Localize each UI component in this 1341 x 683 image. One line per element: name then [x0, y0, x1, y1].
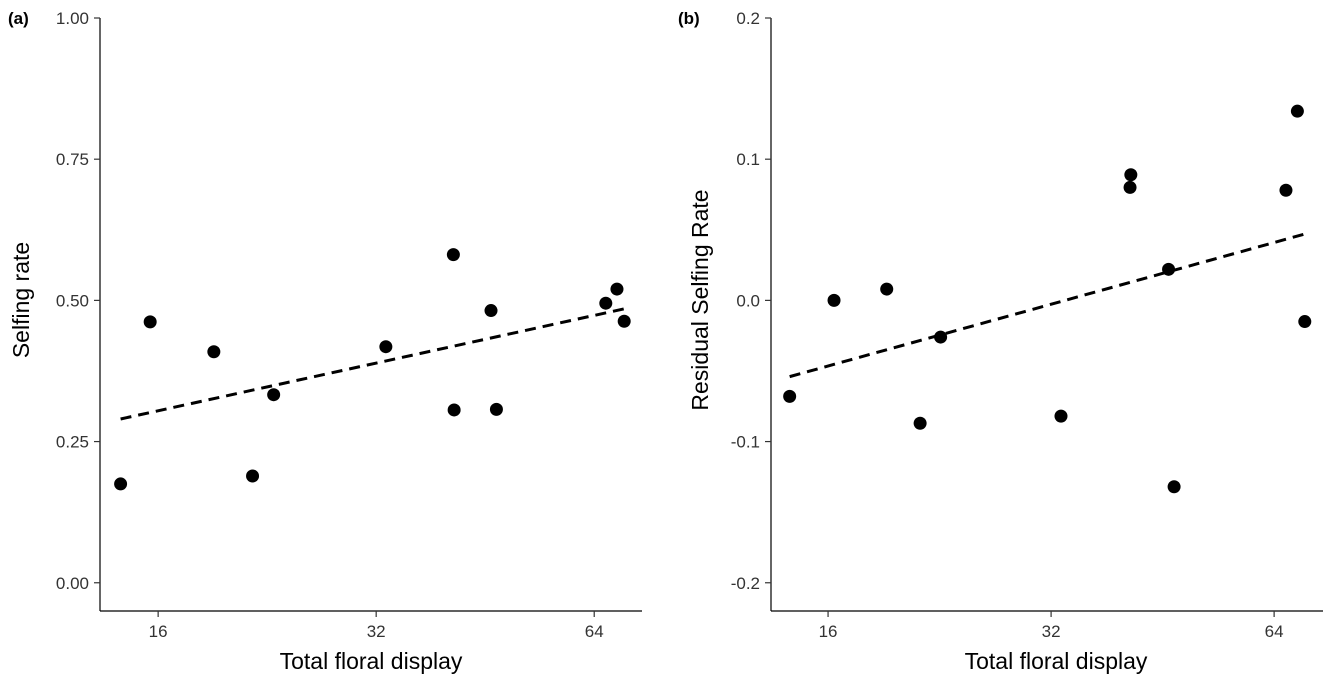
panel-b-data-point [1298, 315, 1312, 329]
panel-b: (b) -0.2 -0.1 0.0 0.1 0.2 16 32 64 Total floral… [678, 9, 1323, 674]
panel-a-x-axis-title: Total floral display [280, 648, 463, 674]
panel-a-y-tick-label: 0.00 [56, 574, 89, 593]
panel-b-data-point [1123, 180, 1137, 194]
panel-b-data-point [913, 416, 927, 430]
panel-b-data-point [1162, 262, 1176, 276]
panel-a-x-tick-label: 16 [149, 622, 168, 641]
panel-a-y-tick-label: 1.00 [56, 9, 89, 28]
panel-a-x-tick-label: 32 [367, 622, 386, 641]
panel-b-data-point [1290, 104, 1304, 118]
panel-b-x-tick-label: 64 [1265, 622, 1284, 641]
panel-b-data-point [783, 389, 797, 403]
panel-b-x-axis-title: Total floral display [965, 648, 1148, 674]
panel-a-y-axis-title: Selfing rate [8, 242, 34, 358]
panel-b-data-point [880, 282, 894, 296]
panel-b-y-tick-label: 0.1 [736, 150, 760, 169]
panel-a-data-point [617, 314, 631, 328]
panel-a-data-point [484, 304, 498, 318]
panel-a-data-point [143, 315, 157, 329]
panel-b-data-point [1167, 480, 1181, 494]
panel-b-data-point [827, 293, 841, 307]
panel-a-data-point [246, 469, 260, 483]
panel-b-plot-area: -0.2 -0.1 0.0 0.1 0.2 16 32 64 [731, 9, 1323, 641]
panel-b-y-tick-label: 0.2 [736, 9, 760, 28]
panel-b-data-point [1124, 168, 1138, 182]
panel-a-data-point [489, 402, 503, 416]
panel-a-x-tick-label: 64 [585, 622, 604, 641]
panel-b-data-point [1279, 183, 1293, 197]
panel-b-x-tick-label: 32 [1042, 622, 1061, 641]
panel-b-data-point [1054, 409, 1068, 423]
panel-b-label: (b) [678, 9, 700, 28]
panel-a-y-tick-label: 0.75 [56, 150, 89, 169]
panel-a-fit-line [120, 307, 625, 421]
panel-b-y-tick-label: -0.2 [731, 574, 760, 593]
panel-b-x-tick-label: 16 [819, 622, 838, 641]
panel-b-y-tick-label: -0.1 [731, 433, 760, 452]
panel-a-label: (a) [8, 9, 29, 28]
panel-b-data-point [934, 330, 948, 344]
panel-a-data-point [267, 388, 281, 402]
panel-a: (a) 0.00 0.25 0.50 0.75 1.00 16 32 64 Total flo… [8, 9, 642, 674]
panel-a-data-point [114, 477, 128, 491]
panel-a-data-point [599, 296, 613, 310]
panel-a-data-point [207, 345, 221, 359]
panel-a-data-point [446, 248, 460, 262]
panel-a-data-point [379, 340, 393, 354]
panel-b-fit-line [789, 232, 1306, 379]
panel-b-y-tick-label: 0.0 [736, 291, 760, 310]
panel-a-y-tick-label: 0.25 [56, 433, 89, 452]
panel-a-data-point [610, 282, 624, 296]
panel-a-data-point [447, 403, 461, 417]
panel-b-y-axis-title: Residual Selfing Rate [687, 189, 713, 410]
panel-a-plot-area: 0.00 0.25 0.50 0.75 1.00 16 32 64 [56, 9, 642, 641]
panel-a-y-tick-label: 0.50 [56, 291, 89, 310]
